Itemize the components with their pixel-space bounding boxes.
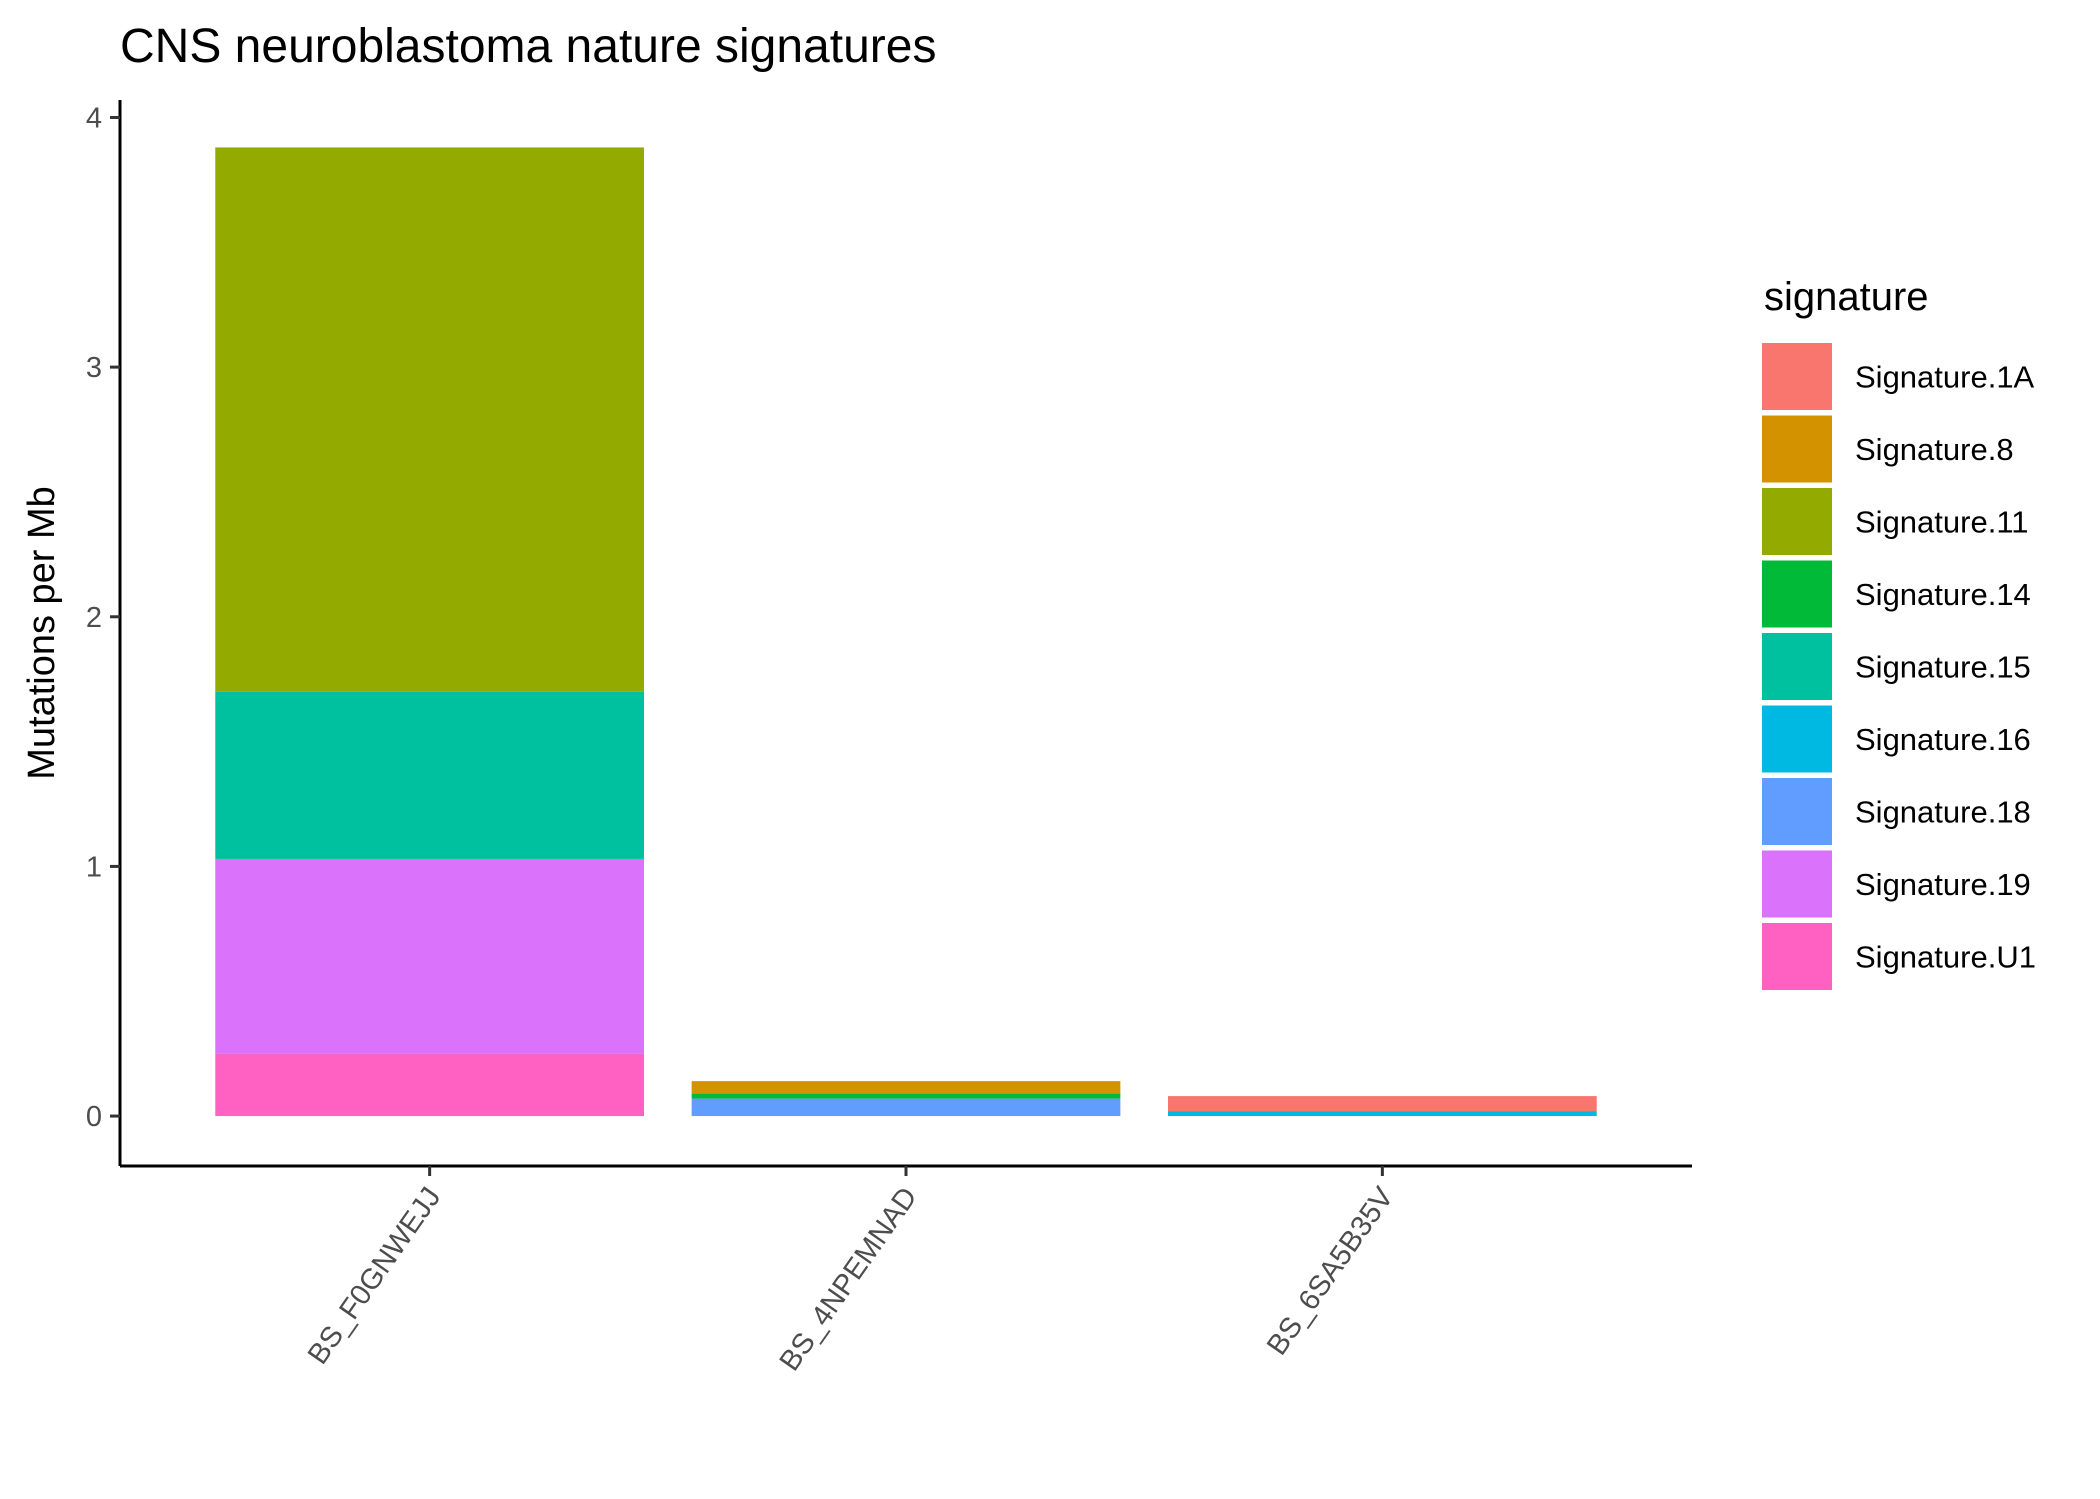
legend-key-Signature.U1 [1762,923,1832,990]
legend-key-Signature.15 [1762,633,1832,700]
bar-segment-BS_6SA5B35V-Signature.1A [1168,1096,1597,1112]
chart-title: CNS neuroblastoma nature signatures [120,20,936,73]
legend-label-Signature.8: Signature.8 [1855,432,2014,467]
y-tick-label: 3 [86,352,102,384]
y-tick-label: 0 [86,1101,102,1133]
legend-label-Signature.11: Signature.11 [1855,505,2029,540]
legend-key-Signature.8 [1762,415,1832,483]
legend-label-Signature.15: Signature.15 [1855,650,2031,685]
legend-label-Signature.18: Signature.18 [1855,795,2031,830]
legend-key-Signature.19 [1762,850,1832,918]
x-tick-label: BS_6SA5B35V [1261,1181,1400,1361]
y-tick-label: 4 [86,102,102,134]
bar-segment-BS_4NPEMNAD-Signature.18 [691,1098,1121,1117]
legend-label-Signature.U1: Signature.U1 [1855,940,2036,975]
bars-layer [215,147,1597,1117]
bar-segment-BS_F0GNWEJJ-Signature.15 [215,691,645,859]
legend-key-Signature.1A [1762,343,1832,410]
legend-items: Signature.1A Signature.8 Signature.11 Signa… [1762,343,2036,990]
legend-key-Signature.18 [1762,778,1832,845]
legend-label-Signature.1A: Signature.1A [1855,360,2035,395]
y-axis-ticks: 0 1 2 3 4 [86,102,120,1133]
bar-segment-BS_4NPEMNAD-Signature.8 [691,1081,1121,1094]
legend-label-Signature.19: Signature.19 [1855,867,2031,902]
x-axis-ticks: BS_F0GNWEJJ BS_4NPEMNAD BS_6SA5B35V [302,1166,1400,1377]
bar-segment-BS_F0GNWEJJ-Signature.11 [215,147,645,692]
legend-label-Signature.16: Signature.16 [1855,722,2031,757]
legend-key-Signature.11 [1762,488,1832,555]
legend-title: signature [1764,275,1929,319]
legend-key-Signature.16 [1762,705,1832,773]
y-tick-label: 1 [86,851,102,883]
x-tick-label: BS_F0GNWEJJ [302,1182,447,1371]
y-tick-label: 2 [86,602,102,634]
legend: signature Signature.1ASignature.8Signatu… [1762,275,2036,990]
x-tick-label: BS_4NPEMNAD [774,1182,924,1377]
legend-label-Signature.14: Signature.14 [1855,577,2031,612]
y-axis-title: Mutations per Mb [21,486,63,780]
legend-key-Signature.14 [1762,560,1832,628]
bar-segment-BS_4NPEMNAD-Signature.14 [691,1093,1121,1099]
bar-segment-BS_F0GNWEJJ-Signature.U1 [215,1053,645,1117]
bar-segment-BS_6SA5B35V-Signature.16 [1168,1111,1597,1117]
bar-segment-BS_F0GNWEJJ-Signature.19 [215,858,645,1054]
